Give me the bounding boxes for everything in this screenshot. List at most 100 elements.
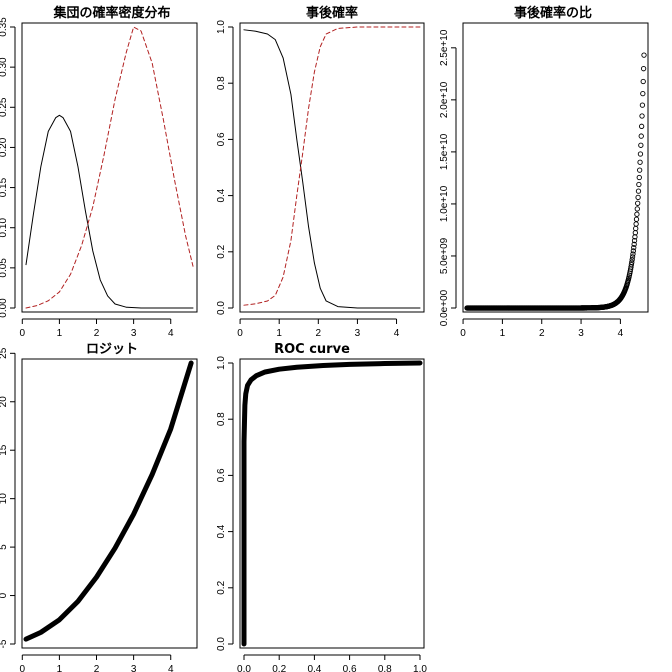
panel-title: 事後確率の比 bbox=[514, 5, 592, 21]
data-series bbox=[23, 360, 194, 642]
x-tick-label: 0.0 bbox=[237, 664, 251, 672]
x-tick-label: 4 bbox=[168, 328, 174, 339]
scatter-point bbox=[640, 78, 646, 85]
x-axis: 0 1 2 3 4 bbox=[20, 654, 174, 672]
y-tick-label: 20 bbox=[0, 396, 9, 408]
y-tick-label: 0.6 bbox=[216, 132, 227, 146]
scatter-point bbox=[635, 200, 641, 206]
x-tick-label: 3 bbox=[578, 328, 584, 339]
y-axis: 0.0e+00 5.0e+09 1.0e+10 1.5e+10 2.0e+10 2.5e+… bbox=[439, 29, 457, 326]
y-tick-label: 25 bbox=[0, 347, 9, 359]
y-tick-label: 0.15 bbox=[0, 177, 9, 197]
y-tick-label: 2.0e+10 bbox=[439, 81, 450, 118]
series-line bbox=[243, 26, 421, 306]
y-tick-label: 0.4 bbox=[216, 524, 227, 538]
x-tick-label: 1.0 bbox=[413, 664, 427, 672]
y-tick-label: 0.20 bbox=[0, 137, 9, 157]
x-tick-label: 2 bbox=[94, 664, 100, 672]
x-tick-label: 1 bbox=[276, 328, 282, 339]
data-series bbox=[241, 360, 423, 647]
x-axis: 0 1 2 3 4 bbox=[460, 318, 624, 339]
y-tick-label: 10 bbox=[0, 493, 9, 505]
x-tick-label: 1 bbox=[57, 328, 63, 339]
scatter-point bbox=[635, 194, 641, 201]
y-tick-label: 0.30 bbox=[0, 57, 9, 77]
panel-logit: ロジット 0 1 2 3 4 -5 0 5 10 15 20 25 bbox=[0, 342, 198, 672]
panel-posterior: 事後確率 0 1 2 3 4 0.0 0.2 0.4 0.6 0.8 1.0 bbox=[216, 5, 425, 339]
scatter-point bbox=[635, 188, 642, 194]
panel-title: 集団の確率密度分布 bbox=[52, 5, 170, 21]
scatter-point bbox=[639, 102, 646, 108]
data-series bbox=[243, 26, 421, 309]
series-line bbox=[25, 114, 194, 309]
x-tick-label: 4 bbox=[168, 664, 174, 672]
scatter-point bbox=[633, 225, 639, 232]
y-tick-label: 0.2 bbox=[216, 580, 227, 594]
y-tick-label: 0.35 bbox=[0, 17, 9, 37]
y-tick-label: 0.10 bbox=[0, 218, 9, 238]
x-tick-label: 1 bbox=[57, 664, 63, 672]
x-axis: 0 1 2 3 4 bbox=[20, 318, 174, 339]
series-line bbox=[241, 360, 423, 647]
panel-posterior-ratio: 事後確率の比 0 1 2 3 4 0.0e+00 5.0e+09 1.0e+10 1.5e+10 2… bbox=[439, 5, 649, 339]
y-tick-label: 0.2 bbox=[216, 244, 227, 258]
scatter-point bbox=[631, 245, 637, 251]
scatter-point bbox=[639, 113, 645, 119]
scatter-point bbox=[628, 262, 635, 268]
plot-frame bbox=[239, 22, 425, 313]
scatter-point bbox=[631, 237, 638, 244]
y-tick-label: 15 bbox=[0, 444, 9, 456]
y-tick-label: 0.0 bbox=[216, 637, 227, 651]
scatter-point bbox=[641, 52, 647, 58]
y-tick-label: -5 bbox=[0, 639, 9, 648]
scatter-point bbox=[629, 254, 636, 260]
x-tick-label: 2 bbox=[316, 328, 322, 339]
x-axis: 0 1 2 3 4 bbox=[237, 318, 400, 339]
scatter-point bbox=[640, 66, 647, 72]
y-axis: 0.0 0.2 0.4 0.6 0.8 1.0 bbox=[216, 356, 234, 651]
x-tick-label: 3 bbox=[355, 328, 361, 339]
scatter-point bbox=[633, 216, 640, 222]
y-tick-label: 2.5e+10 bbox=[439, 29, 450, 66]
series-line bbox=[243, 29, 421, 309]
x-tick-label: 0 bbox=[20, 328, 26, 339]
scatter-point bbox=[636, 174, 642, 181]
scatter-point bbox=[628, 264, 634, 270]
y-tick-label: 5.0e+09 bbox=[439, 237, 450, 274]
scatter-point bbox=[638, 123, 645, 129]
x-tick-label: 0 bbox=[20, 664, 26, 672]
x-tick-label: 0 bbox=[460, 328, 466, 339]
x-tick-label: 0.6 bbox=[343, 664, 357, 672]
y-tick-label: 0.4 bbox=[216, 188, 227, 202]
scatter-point bbox=[634, 206, 640, 212]
x-tick-label: 4 bbox=[394, 328, 400, 339]
scatter-point bbox=[636, 181, 642, 188]
plot-frame bbox=[462, 22, 649, 313]
scatter-point bbox=[638, 133, 644, 139]
x-tick-label: 2 bbox=[94, 328, 100, 339]
plot-frame bbox=[21, 22, 198, 313]
data-series bbox=[25, 26, 194, 309]
x-tick-label: 0 bbox=[237, 328, 243, 339]
data-series bbox=[464, 52, 647, 311]
series-line bbox=[25, 26, 194, 309]
x-tick-label: 0.2 bbox=[272, 664, 286, 672]
x-tick-label: 3 bbox=[131, 664, 137, 672]
x-tick-label: 4 bbox=[618, 328, 624, 339]
y-tick-label: 0.25 bbox=[0, 97, 9, 117]
x-tick-label: 0.8 bbox=[378, 664, 392, 672]
x-tick-label: 2 bbox=[539, 328, 545, 339]
scatter-point bbox=[630, 251, 636, 257]
x-tick-label: 1 bbox=[500, 328, 506, 339]
y-tick-label: 0.05 bbox=[0, 258, 9, 278]
scatter-point bbox=[640, 91, 646, 97]
y-tick-label: 0.0 bbox=[216, 301, 227, 315]
y-tick-label: 0.8 bbox=[216, 76, 227, 90]
scatter-point bbox=[633, 221, 639, 227]
panel-title: ロジット bbox=[86, 342, 138, 357]
y-tick-label: 5 bbox=[0, 544, 9, 550]
panel-title: ROC curve bbox=[274, 342, 350, 357]
y-axis: 0.0 0.2 0.4 0.6 0.8 1.0 bbox=[216, 20, 234, 315]
